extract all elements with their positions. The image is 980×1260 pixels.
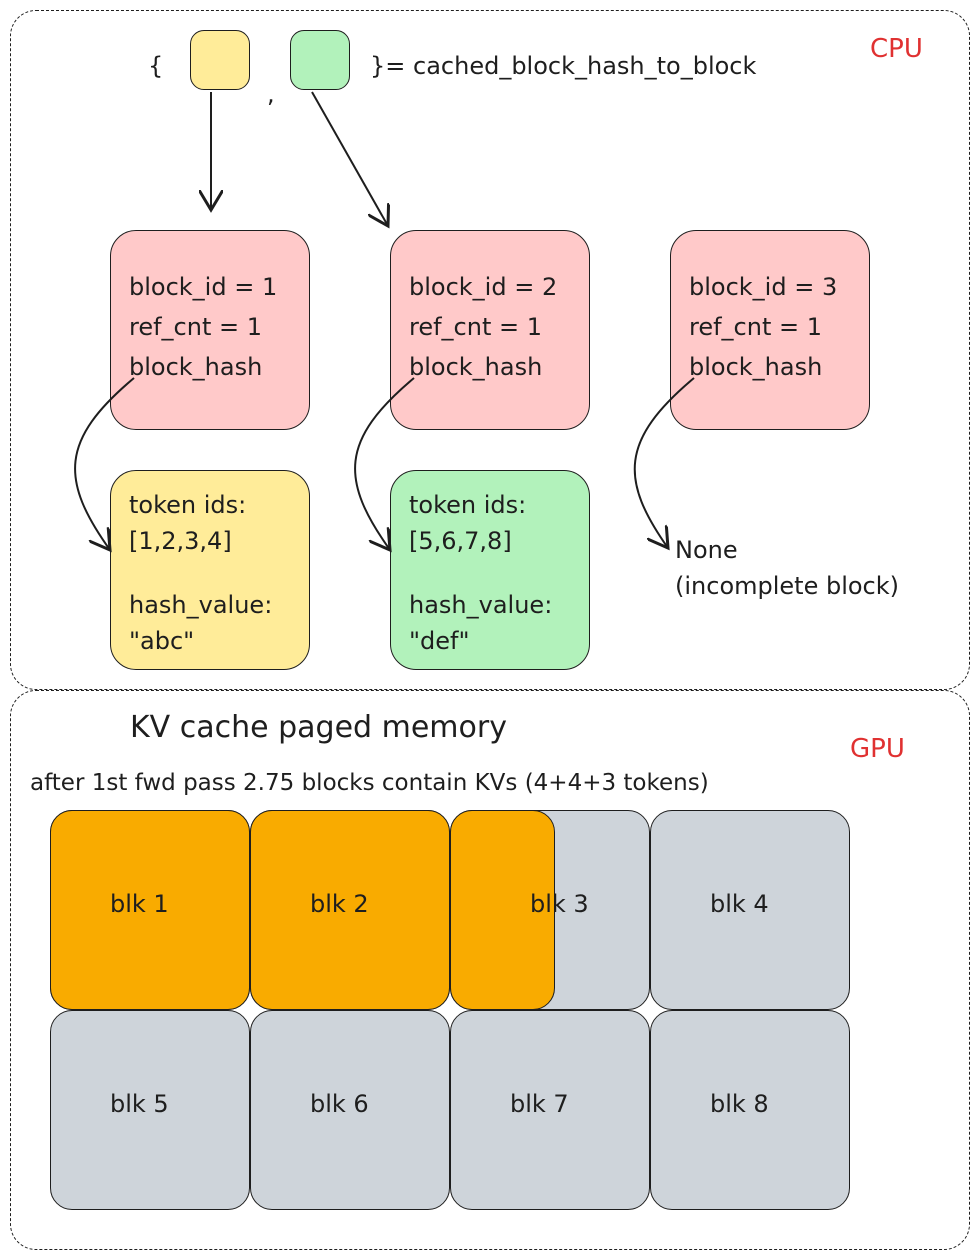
kv-block-label: blk 6	[310, 1090, 369, 1118]
cpu-region	[10, 10, 970, 690]
block-hash: block_hash	[409, 353, 543, 381]
kv-block-label: blk 8	[710, 1090, 769, 1118]
ref-cnt: ref_cnt = 1	[409, 313, 543, 341]
kv-block-6	[250, 1010, 450, 1210]
token-ids: [5,6,7,8]	[409, 527, 512, 555]
gpu-subtitle: after 1st fwd pass 2.75 blocks contain K…	[30, 770, 709, 796]
token-ids-label: token ids:	[409, 491, 527, 519]
gpu-title: KV cache paged memory	[130, 710, 507, 745]
ref-cnt: ref_cnt = 1	[689, 313, 823, 341]
cpu-label: CPU	[870, 34, 923, 64]
kv-block-7	[450, 1010, 650, 1210]
block-id: block_id = 2	[409, 273, 558, 301]
kv-block-label: blk 3	[530, 890, 589, 918]
token-ids-label: token ids:	[129, 491, 247, 519]
kv-block-8	[650, 1010, 850, 1210]
kv-block-label: blk 7	[510, 1090, 569, 1118]
hash-value: "abc"	[129, 627, 195, 655]
token-ids: [1,2,3,4]	[129, 527, 232, 555]
gpu-label: GPU	[850, 734, 905, 764]
block-hash: block_hash	[129, 353, 263, 381]
legend-yellow-hash	[190, 30, 250, 90]
kv-block-label: blk 2	[310, 890, 369, 918]
kv-block-fill-3	[450, 810, 555, 1010]
kv-block-label: blk 4	[710, 890, 769, 918]
cpu-block-2: block_id = 2 ref_cnt = 1 block_hash	[390, 230, 590, 430]
kv-block-4	[650, 810, 850, 1010]
kv-block-label: blk 1	[110, 890, 169, 918]
block-hash-def: token ids: [5,6,7,8] hash_value: "def"	[390, 470, 590, 670]
cpu-block-1: block_id = 1 ref_cnt = 1 block_hash	[110, 230, 310, 430]
block-id: block_id = 3	[689, 273, 838, 301]
hash-value-label: hash_value:	[129, 591, 273, 619]
hash-value: "def"	[409, 627, 470, 655]
legend-open-brace: {	[148, 52, 164, 80]
arrow-block1-hash	[74, 377, 135, 550]
legend-mapping-name: }= cached_block_hash_to_block	[370, 52, 757, 80]
kv-block-fill-1	[50, 810, 250, 1010]
block-id: block_id = 1	[129, 273, 278, 301]
hash-value-label: hash_value:	[409, 591, 553, 619]
kv-block-fill-2	[250, 810, 450, 1010]
arrow-green-to-block2	[311, 91, 388, 226]
cpu-block-3: block_id = 3 ref_cnt = 1 block_hash	[670, 230, 870, 430]
none-note: (incomplete block)	[675, 572, 900, 600]
arrow-block2-hash	[354, 377, 415, 550]
kv-block-5	[50, 1010, 250, 1210]
ref-cnt: ref_cnt = 1	[129, 313, 263, 341]
none-text: None	[675, 536, 738, 564]
legend-green-hash	[290, 30, 350, 90]
arrows	[74, 91, 695, 700]
legend-comma: ,	[267, 80, 275, 108]
block-hash: block_hash	[689, 353, 823, 381]
kv-block-label: blk 5	[110, 1090, 169, 1118]
gpu-region	[10, 690, 970, 1250]
arrow-block3-none	[633, 377, 695, 548]
block-hash-abc: token ids: [1,2,3,4] hash_value: "abc"	[110, 470, 310, 670]
